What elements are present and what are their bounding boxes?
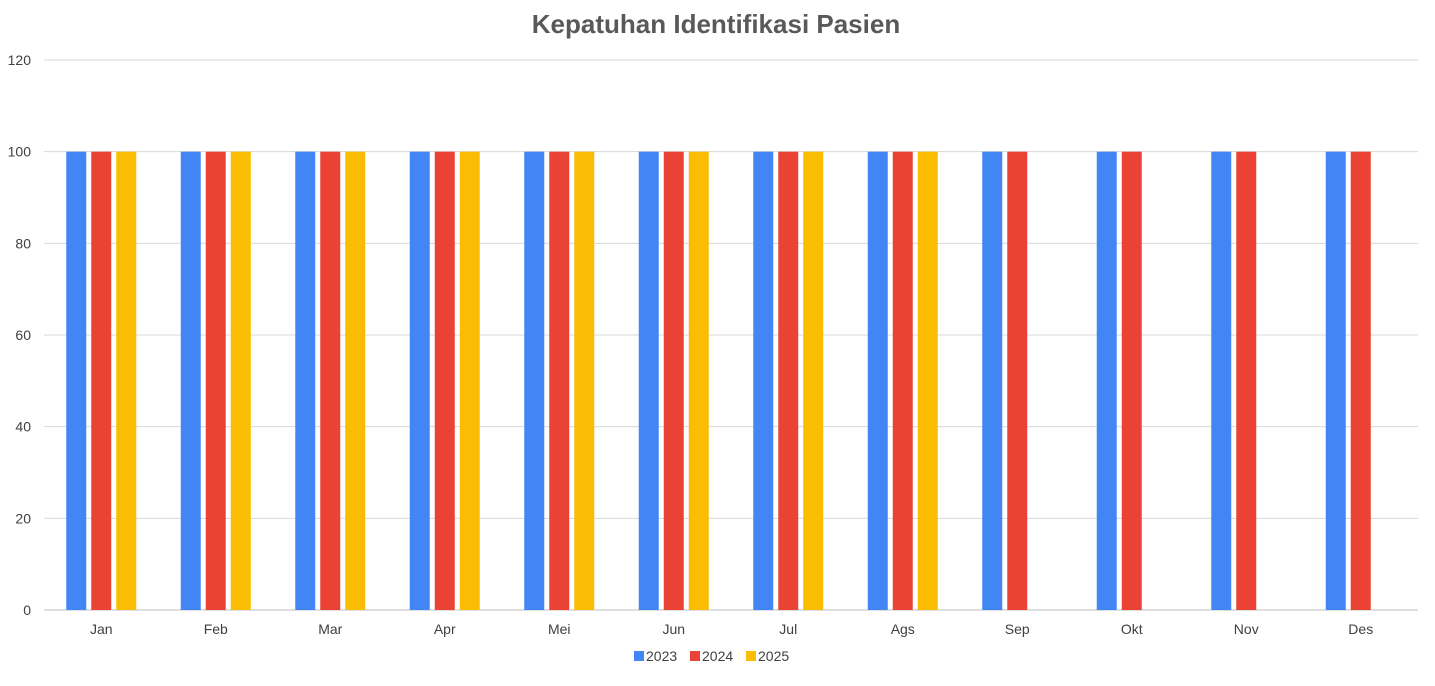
x-tick-label: Des <box>1348 621 1373 637</box>
bar-2024-Jul <box>778 151 799 610</box>
bar-2025-Jun <box>688 151 709 610</box>
bar-2023-Jun <box>638 151 659 610</box>
bar-2025-Jul <box>803 151 824 610</box>
bar-2024-Des <box>1350 151 1371 610</box>
legend-swatch-2025 <box>746 651 756 661</box>
x-tick-label: Jul <box>779 621 797 637</box>
x-tick-label: Mei <box>548 621 571 637</box>
y-tick-label: 120 <box>8 52 32 68</box>
legend-label: 2023 <box>646 648 677 664</box>
gridlines <box>44 59 1418 611</box>
bar-2024-Sep <box>1007 151 1028 610</box>
bar-2024-Okt <box>1121 151 1142 610</box>
bar-2025-Mei <box>574 151 595 610</box>
y-tick-label: 80 <box>15 235 31 251</box>
x-tick-label: Mar <box>318 621 342 637</box>
y-axis-tick-labels: 0 20 40 60 80 100 120 <box>8 52 32 618</box>
bar-2024-Nov <box>1236 151 1257 610</box>
x-tick-label: Feb <box>204 621 228 637</box>
bar-2025-Feb <box>230 151 251 610</box>
bar-2025-Ags <box>917 151 938 610</box>
bar-2023-Ags <box>867 151 888 610</box>
y-tick-label: 0 <box>23 602 31 618</box>
legend-label: 2025 <box>758 648 789 664</box>
bar-2023-Nov <box>1211 151 1232 610</box>
bar-2024-Mei <box>549 151 570 610</box>
x-tick-label: Sep <box>1005 621 1030 637</box>
bar-2024-Apr <box>434 151 455 610</box>
bars <box>66 151 1371 610</box>
bar-2023-Sep <box>982 151 1003 610</box>
bar-2023-Feb <box>180 151 201 610</box>
chart-title: Kepatuhan Identifikasi Pasien <box>532 9 900 39</box>
bar-2023-Jul <box>753 151 774 610</box>
bar-2024-Jan <box>91 151 112 610</box>
legend-swatch-2023 <box>634 651 644 661</box>
bar-2023-Mei <box>524 151 545 610</box>
x-tick-label: Nov <box>1234 621 1259 637</box>
bar-2023-Des <box>1325 151 1346 610</box>
legend-swatch-2024 <box>690 651 700 661</box>
bar-2023-Mar <box>295 151 316 610</box>
bar-2025-Apr <box>459 151 480 610</box>
bar-2025-Jan <box>116 151 137 610</box>
x-tick-label: Jan <box>90 621 113 637</box>
x-tick-label: Jun <box>662 621 685 637</box>
x-tick-label: Ags <box>891 621 915 637</box>
bar-2024-Mar <box>320 151 341 610</box>
bar-2024-Jun <box>663 151 684 610</box>
x-tick-label: Okt <box>1121 621 1143 637</box>
y-tick-label: 20 <box>15 510 31 526</box>
bar-2023-Apr <box>409 151 430 610</box>
bar-2023-Jan <box>66 151 87 610</box>
x-axis-tick-labels: Jan Feb Mar Apr Mei Jun Jul Ags Sep Okt Nov Des <box>90 621 1373 637</box>
bar-2023-Okt <box>1096 151 1117 610</box>
y-tick-label: 100 <box>8 144 32 160</box>
bar-2024-Ags <box>892 151 913 610</box>
y-tick-label: 40 <box>15 419 31 435</box>
bar-2025-Mar <box>345 151 366 610</box>
y-tick-label: 60 <box>15 327 31 343</box>
bar-2024-Feb <box>205 151 226 610</box>
x-tick-label: Apr <box>434 621 456 637</box>
legend-label: 2024 <box>702 648 733 664</box>
legend: 2023 2024 2025 <box>634 648 789 664</box>
